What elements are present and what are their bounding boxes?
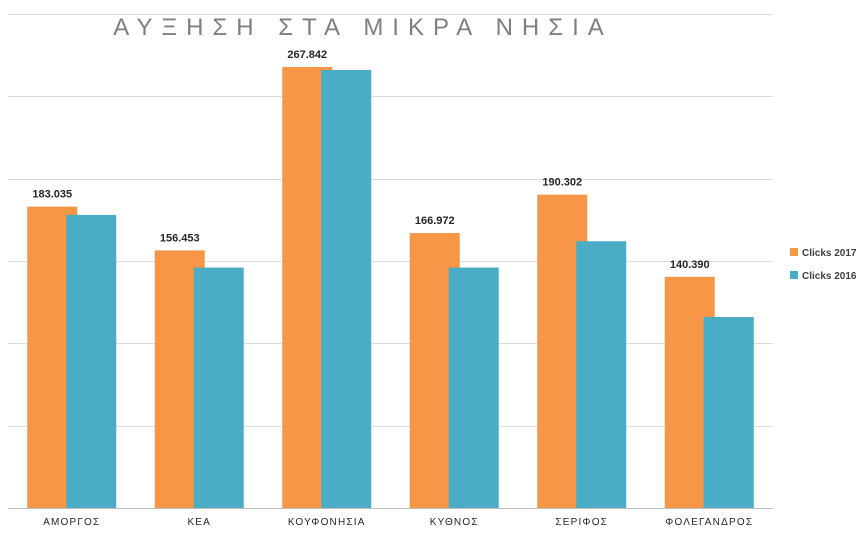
bars (27, 66, 754, 509)
bar-clicks-2016 (576, 241, 627, 509)
category-label: ΑΜΟΡΓΟΣ (43, 517, 100, 528)
category-label: ΚΕΑ (187, 517, 211, 528)
bar-clicks-2016 (321, 69, 372, 508)
category-label: ΦΟΛΕΓΑΝΔΡΟΣ (665, 517, 753, 528)
bar-clicks-2016 (448, 267, 499, 508)
category-labels: ΑΜΟΡΓΟΣ ΚΕΑ ΚΟΥΦΟΝΗΣΙΑ ΚΥΘΝΟΣ ΣΕΡΙΦΟΣ ΦΟΛΕΓΑΝ… (43, 517, 753, 528)
bar-clicks-2016 (66, 214, 117, 509)
data-label: 190.302 (542, 177, 582, 189)
bar-clicks-2016 (193, 267, 244, 508)
chart-title: ΑΥΞΗΣΗ ΣΤΑ ΜΙΚΡΑ ΝΗΣΙΑ (113, 14, 613, 41)
data-label: 183.035 (32, 189, 72, 201)
category-label: ΣΕΡΙΦΟΣ (555, 517, 608, 528)
data-label: 156.453 (160, 232, 200, 244)
category-label: ΚΟΥΦΟΝΗΣΙΑ (288, 517, 366, 528)
bar-clicks-2016 (703, 316, 754, 508)
data-label: 140.390 (670, 259, 710, 271)
data-label: 267.842 (287, 49, 327, 61)
legend: Clicks 2017 Clicks 2016 (790, 248, 857, 282)
legend-label-clicks-2017: Clicks 2017 (802, 248, 857, 259)
data-labels: 183.035 156.453 267.842 166.972 190.302 140.3… (32, 49, 709, 271)
category-label: ΚΥΘΝΟΣ (430, 517, 479, 528)
legend-swatch-clicks-2016 (790, 271, 798, 279)
legend-swatch-clicks-2017 (790, 248, 798, 256)
gridlines (8, 14, 773, 509)
data-label: 166.972 (415, 215, 455, 227)
legend-label-clicks-2016: Clicks 2016 (802, 271, 857, 282)
